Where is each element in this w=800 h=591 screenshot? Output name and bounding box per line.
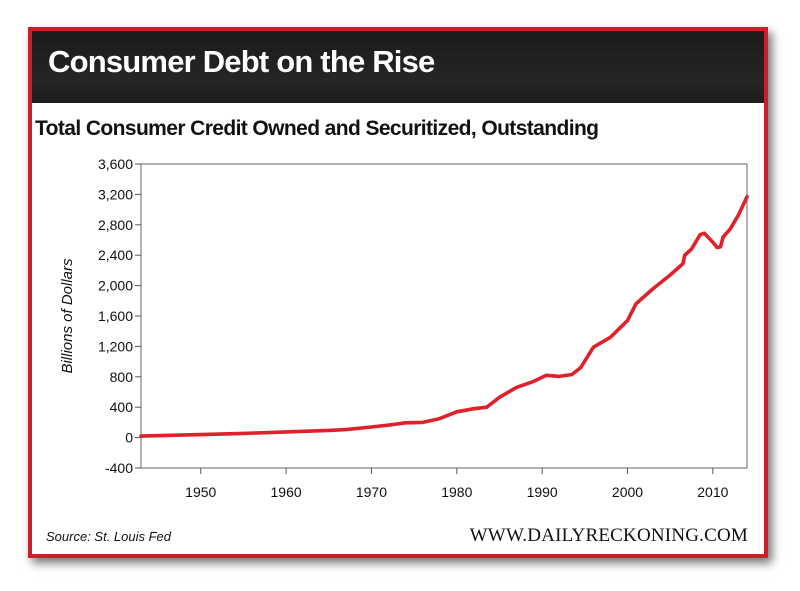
series-line	[139, 194, 749, 438]
x-tick-label: 1950	[185, 484, 216, 500]
y-tick-label: 3,600	[98, 156, 133, 172]
y-tick-label: 2,000	[98, 278, 133, 294]
y-tick-label: 2,400	[98, 247, 133, 263]
y-tick-label: 1,600	[98, 308, 133, 324]
y-tick-label: -400	[105, 460, 133, 476]
y-tick-label: 0	[125, 430, 133, 446]
header-banner: Consumer Debt on the Rise	[32, 31, 764, 103]
y-tick-label: 800	[110, 369, 134, 385]
series-layer	[139, 194, 749, 438]
x-tick-label: 1960	[271, 484, 302, 500]
x-tick-label: 1970	[356, 484, 387, 500]
y-axis-title: Billions of Dollars	[59, 258, 76, 374]
website-label: WWW.DAILYRECKONING.COM	[469, 525, 748, 546]
tick-labels: -400 0 400 800 1,200 1,600 2,000 2,400 2,800 3,20…	[98, 156, 729, 500]
y-tick-label: 2,800	[98, 217, 133, 233]
y-tick-label: 1,200	[98, 338, 133, 354]
x-tick-label: 2010	[697, 484, 728, 500]
ticks	[135, 163, 714, 474]
x-tick-label: 1990	[527, 484, 558, 500]
axes	[140, 163, 748, 469]
y-tick-label: 3,200	[98, 186, 133, 202]
y-tick-label: 400	[110, 399, 134, 415]
chart-frame: Consumer Debt on the Rise	[28, 27, 768, 558]
x-tick-label: 1980	[441, 484, 472, 500]
source-note: Source: St. Louis Fed	[46, 529, 172, 544]
chart-title: Total Consumer Credit Owned and Securiti…	[35, 117, 599, 140]
plot-area-border	[140, 163, 748, 469]
x-tick-label: 2000	[612, 484, 643, 500]
banner-title: Consumer Debt on the Rise	[48, 44, 435, 79]
